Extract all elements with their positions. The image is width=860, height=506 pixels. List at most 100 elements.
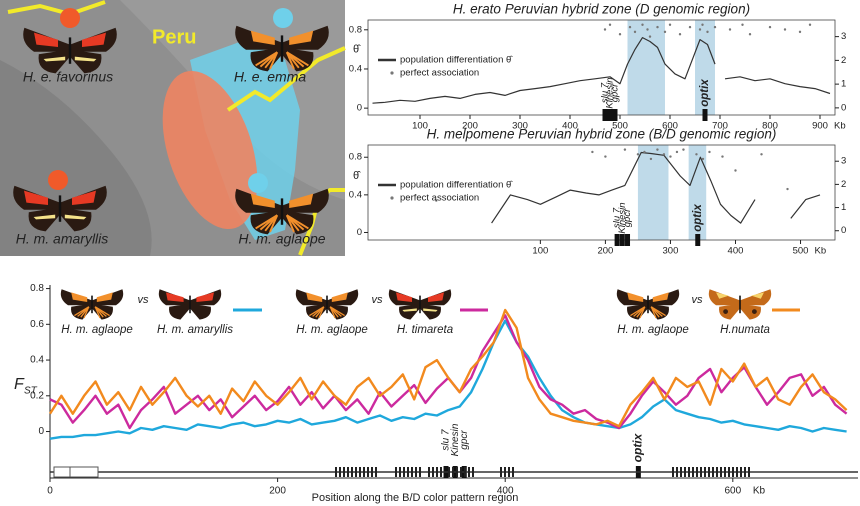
gene-marker [608, 109, 613, 121]
gene-track-tick [728, 467, 730, 477]
legend-reference: H. m. aglaope [617, 324, 689, 336]
association-point [650, 158, 652, 160]
association-point [695, 153, 697, 155]
legend-reference: H. m. aglaope [296, 324, 368, 336]
association-point [706, 31, 708, 33]
association-point [663, 153, 665, 155]
legend-label: H. m. amaryllis [157, 324, 233, 336]
association-point [634, 31, 636, 33]
association-point [629, 26, 631, 28]
association-point [784, 28, 786, 30]
association-point [637, 153, 639, 155]
chart-title: H. erato Peruvian hybrid zone (D genomic… [453, 2, 750, 17]
association-point [641, 24, 643, 26]
gene-track-tick [371, 467, 373, 477]
association-point [676, 151, 678, 153]
x-unit-label: Kb [834, 121, 846, 132]
gene-track-tick [436, 467, 438, 477]
gene-label: gpcr [610, 83, 621, 102]
y-tick-label: 0 [38, 426, 44, 437]
association-point [682, 148, 684, 150]
gene-track-tick [684, 467, 686, 477]
gene-label: optix [692, 204, 704, 232]
gene-track-tick [335, 467, 337, 477]
association-point [799, 31, 801, 33]
gene-label: optix [699, 79, 711, 107]
gene-track-tick [676, 467, 678, 477]
y-tick-label: 0 [357, 227, 362, 238]
gene-track-tick [708, 467, 710, 477]
gene-track-tick [411, 467, 413, 477]
gene-track-tick [399, 467, 401, 477]
x-unit-label: Kb [815, 246, 827, 257]
association-point [786, 188, 788, 190]
y2-tick-label: 1 [841, 202, 846, 213]
chart-panel: H. erato Peruvian hybrid zone (D genomic… [349, 2, 847, 132]
y2-tick-label: 3 [841, 31, 846, 42]
association-point [714, 26, 716, 28]
gene-marker [620, 234, 625, 246]
gene-track-tick [724, 467, 726, 477]
gene-track-tick [367, 467, 369, 477]
y-tick-label: 0.8 [349, 152, 362, 163]
gene-track-tick [359, 467, 361, 477]
association-point [708, 151, 710, 153]
y-tick-label: 0.6 [30, 319, 44, 330]
y2-tick-label: 3 [841, 156, 846, 167]
y-axis-label: θ̂ [353, 170, 361, 182]
association-point [729, 28, 731, 30]
x-tick-label: 600 [724, 486, 741, 497]
legend-vs: vs [138, 294, 150, 306]
gene-track-tick [740, 467, 742, 477]
y-tick-label: 0.4 [349, 63, 362, 74]
y2-tick-label: 1 [841, 79, 846, 90]
butterfly-label: H. e. emma [234, 69, 307, 85]
gene-track-tick [712, 467, 714, 477]
butterfly-label: H. m. aglaope [238, 231, 325, 247]
association-point [679, 33, 681, 35]
gene-track-tick [736, 467, 738, 477]
gene-track-tick [696, 467, 698, 477]
legend-dot [390, 71, 393, 74]
gene-track-tick [415, 467, 417, 477]
gene-track-tick [744, 467, 746, 477]
association-point [741, 24, 743, 26]
highlight-region [628, 20, 666, 115]
gene-track-tick [460, 467, 462, 477]
y-axis-label-sub: ST [24, 386, 38, 397]
chart-title: H. melpomene Peruvian hybrid zone (B/D g… [427, 127, 777, 142]
legend-label: perfect association [400, 193, 479, 204]
gene-track-tick [680, 467, 682, 477]
butterfly-icon [61, 289, 123, 319]
gene-label: gpcr [459, 430, 470, 450]
wing [190, 304, 211, 320]
legend-label: H.numata [720, 324, 770, 336]
association-point [643, 151, 645, 153]
wing [399, 304, 420, 320]
x-tick-label: 200 [597, 246, 613, 257]
butterfly-label: H. m. amaryllis [16, 231, 109, 247]
gene-track-tick [472, 467, 474, 477]
gene-track-tick [508, 467, 510, 477]
y2-tick-label: 2 [841, 179, 846, 190]
highlight-region [638, 145, 669, 240]
legend-label: population differentiation θ̂ [400, 180, 513, 191]
range-dot [60, 8, 80, 28]
gene-track-tick [468, 467, 470, 477]
association-point [809, 24, 811, 26]
association-point [624, 148, 626, 150]
gene-track-tick [700, 467, 702, 477]
association-point [734, 169, 736, 171]
wing [740, 304, 761, 320]
association-point [656, 26, 658, 28]
gene-track-tick [692, 467, 694, 477]
x-tick-label: 500 [793, 246, 809, 257]
gene-track-tick [512, 467, 514, 477]
gene-track-tick [347, 467, 349, 477]
legend-vs: vs [372, 294, 384, 306]
gene-track-tick [375, 467, 377, 477]
wing [169, 304, 190, 320]
association-point [769, 26, 771, 28]
legend-vs: vs [692, 294, 704, 306]
gene-track-tick [428, 467, 430, 477]
